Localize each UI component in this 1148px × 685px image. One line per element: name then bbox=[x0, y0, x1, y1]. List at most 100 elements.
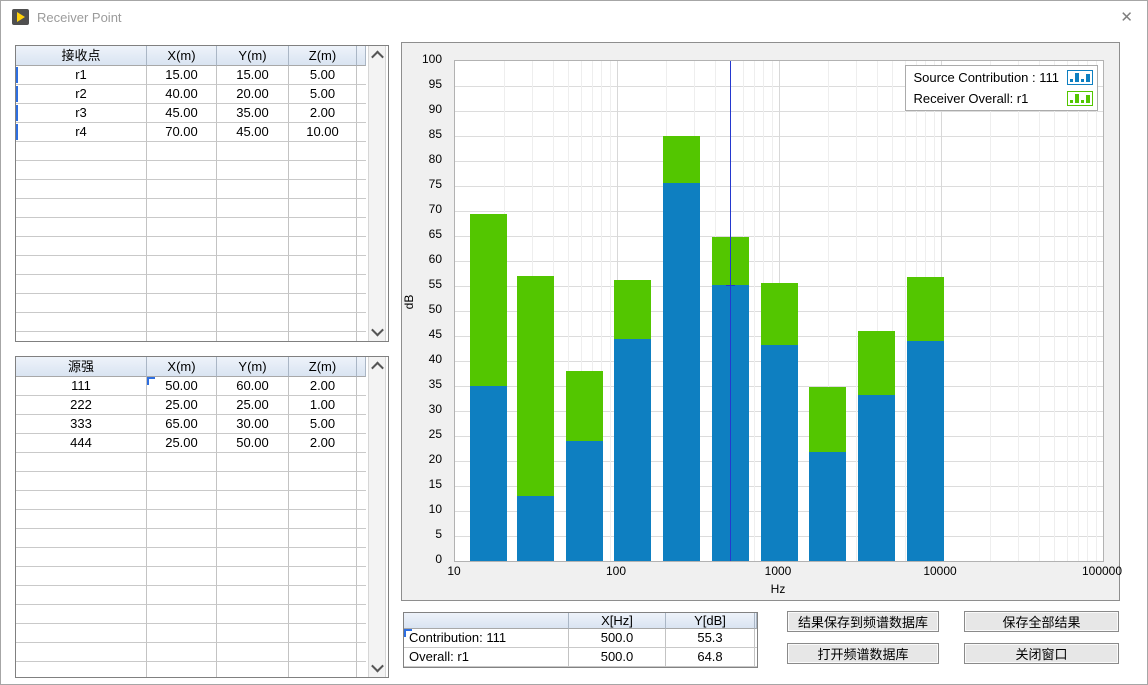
contribution-bar[interactable] bbox=[809, 451, 847, 561]
table-cell[interactable]: 5.00 bbox=[289, 66, 357, 85]
spectrum-plot-area[interactable]: Source Contribution : 111 Receiver Overal… bbox=[454, 60, 1104, 562]
empty-table-row[interactable] bbox=[16, 332, 366, 341]
empty-table-row[interactable] bbox=[16, 472, 366, 491]
table-cell[interactable]: 25.00 bbox=[217, 396, 289, 415]
table-cell[interactable]: 10.00 bbox=[289, 123, 357, 142]
table-cell[interactable]: r4 bbox=[16, 123, 147, 142]
empty-table-row[interactable] bbox=[16, 453, 366, 472]
cursor-line[interactable] bbox=[730, 61, 731, 561]
empty-table-row[interactable] bbox=[16, 510, 366, 529]
empty-table-row[interactable] bbox=[16, 199, 366, 218]
contribution-bar[interactable] bbox=[760, 345, 798, 561]
table-cell[interactable]: 35.00 bbox=[217, 104, 289, 123]
empty-table-row[interactable] bbox=[16, 662, 366, 677]
empty-table-row[interactable] bbox=[16, 218, 366, 237]
empty-table-row[interactable] bbox=[16, 256, 366, 275]
table-row[interactable]: r4 70.00 45.00 10.00 bbox=[16, 123, 366, 142]
table-cell[interactable]: 70.00 bbox=[147, 123, 217, 142]
table-cell[interactable]: 30.00 bbox=[217, 415, 289, 434]
table-row[interactable]: 111 50.00 60.00 2.00 bbox=[16, 377, 366, 396]
scroll-up-icon[interactable] bbox=[369, 358, 385, 375]
contribution-bar[interactable] bbox=[906, 340, 944, 561]
receiver-table-scrollbar[interactable] bbox=[368, 46, 386, 341]
empty-table-row[interactable] bbox=[16, 275, 366, 294]
table-cell[interactable]: 222 bbox=[16, 396, 147, 415]
cursor-table-cell[interactable]: 500.0 bbox=[569, 629, 666, 648]
table-cell[interactable]: 50.00 bbox=[147, 377, 217, 396]
contribution-bar[interactable] bbox=[662, 182, 700, 561]
contribution-bar[interactable] bbox=[565, 441, 603, 561]
cursor-table-cell[interactable]: 500.0 bbox=[569, 648, 666, 667]
close-window-button[interactable]: 关闭窗口 bbox=[964, 643, 1119, 664]
empty-table-row[interactable] bbox=[16, 313, 366, 332]
table-row[interactable]: r1 15.00 15.00 5.00 bbox=[16, 66, 366, 85]
table-cell[interactable]: 2.00 bbox=[289, 434, 357, 453]
legend-entry[interactable]: Source Contribution : 111 bbox=[908, 67, 1096, 88]
table-cell[interactable]: r3 bbox=[16, 104, 147, 123]
receiver-point-table[interactable]: 接收点 X(m) Y(m) Z(m) r1 15.00 15.00 5.00 r2 40.00 20… bbox=[16, 46, 366, 341]
table-cell[interactable]: 1.00 bbox=[289, 396, 357, 415]
source-table-scrollbar[interactable] bbox=[368, 357, 386, 677]
table-row[interactable]: r2 40.00 20.00 5.00 bbox=[16, 85, 366, 104]
table-cell[interactable]: 45.00 bbox=[147, 104, 217, 123]
empty-table-row[interactable] bbox=[16, 294, 366, 313]
cursor-table-row[interactable]: Overall: r1 500.0 64.8 bbox=[404, 648, 757, 667]
contribution-bar[interactable] bbox=[469, 386, 507, 561]
table-cell[interactable]: 15.00 bbox=[217, 66, 289, 85]
table-row[interactable]: r3 45.00 35.00 2.00 bbox=[16, 104, 366, 123]
empty-table-row[interactable] bbox=[16, 605, 366, 624]
table-cell[interactable]: 65.00 bbox=[147, 415, 217, 434]
table-cell[interactable]: 2.00 bbox=[289, 104, 357, 123]
table-cell[interactable]: 40.00 bbox=[147, 85, 217, 104]
table-cell[interactable]: 5.00 bbox=[289, 85, 357, 104]
empty-cell bbox=[147, 662, 217, 677]
contribution-bar[interactable] bbox=[614, 339, 652, 561]
open-spectrum-db-button[interactable]: 打开频谱数据库 bbox=[787, 643, 939, 664]
empty-table-row[interactable] bbox=[16, 567, 366, 586]
empty-table-row[interactable] bbox=[16, 529, 366, 548]
cursor-table-cell[interactable]: 55.3 bbox=[666, 629, 755, 648]
scroll-down-icon[interactable] bbox=[369, 659, 385, 676]
empty-table-row[interactable] bbox=[16, 624, 366, 643]
save-all-results-button[interactable]: 保存全部结果 bbox=[964, 611, 1119, 632]
legend-entry[interactable]: Receiver Overall: r1 bbox=[908, 88, 1096, 109]
table-cell[interactable]: 20.00 bbox=[217, 85, 289, 104]
cursor-table-cell[interactable]: 64.8 bbox=[666, 648, 755, 667]
table-cell[interactable]: 25.00 bbox=[147, 396, 217, 415]
source-strength-table[interactable]: 源强 X(m) Y(m) Z(m) 111 50.00 60.00 2.00 222 25.00 2… bbox=[16, 357, 366, 677]
empty-table-row[interactable] bbox=[16, 548, 366, 567]
cursor-table-cell[interactable]: Contribution: 111 bbox=[404, 629, 569, 648]
chart-legend[interactable]: Source Contribution : 111 Receiver Overal… bbox=[904, 65, 1098, 111]
table-cell[interactable]: 25.00 bbox=[147, 434, 217, 453]
cursor-table-cell[interactable]: Overall: r1 bbox=[404, 648, 569, 667]
empty-table-row[interactable] bbox=[16, 142, 366, 161]
empty-table-row[interactable] bbox=[16, 161, 366, 180]
table-cell[interactable]: 50.00 bbox=[217, 434, 289, 453]
table-cell[interactable]: 2.00 bbox=[289, 377, 357, 396]
contribution-bar[interactable] bbox=[517, 496, 555, 561]
table-row[interactable]: 333 65.00 30.00 5.00 bbox=[16, 415, 366, 434]
table-cell[interactable]: r2 bbox=[16, 85, 147, 104]
table-cell[interactable]: 5.00 bbox=[289, 415, 357, 434]
scroll-up-icon[interactable] bbox=[369, 47, 385, 64]
table-cell[interactable]: 111 bbox=[16, 377, 147, 396]
save-results-to-spectrum-db-button[interactable]: 结果保存到频谱数据库 bbox=[787, 611, 939, 632]
table-cell[interactable]: 60.00 bbox=[217, 377, 289, 396]
table-cell[interactable]: 333 bbox=[16, 415, 147, 434]
table-row[interactable]: 444 25.00 50.00 2.00 bbox=[16, 434, 366, 453]
table-cell[interactable]: r1 bbox=[16, 66, 147, 85]
empty-table-row[interactable] bbox=[16, 180, 366, 199]
table-row[interactable]: 222 25.00 25.00 1.00 bbox=[16, 396, 366, 415]
empty-table-row[interactable] bbox=[16, 643, 366, 662]
cursor-table-row[interactable]: Contribution: 111 500.0 55.3 bbox=[404, 629, 757, 648]
empty-table-row[interactable] bbox=[16, 586, 366, 605]
table-cell[interactable]: 444 bbox=[16, 434, 147, 453]
table-cell[interactable]: 45.00 bbox=[217, 123, 289, 142]
close-icon[interactable]: ✕ bbox=[1120, 9, 1133, 26]
contribution-bar[interactable] bbox=[858, 395, 896, 561]
table-cell[interactable]: 15.00 bbox=[147, 66, 217, 85]
column-header: X(m) bbox=[147, 46, 217, 66]
scroll-down-icon[interactable] bbox=[369, 323, 385, 340]
empty-table-row[interactable] bbox=[16, 491, 366, 510]
empty-table-row[interactable] bbox=[16, 237, 366, 256]
